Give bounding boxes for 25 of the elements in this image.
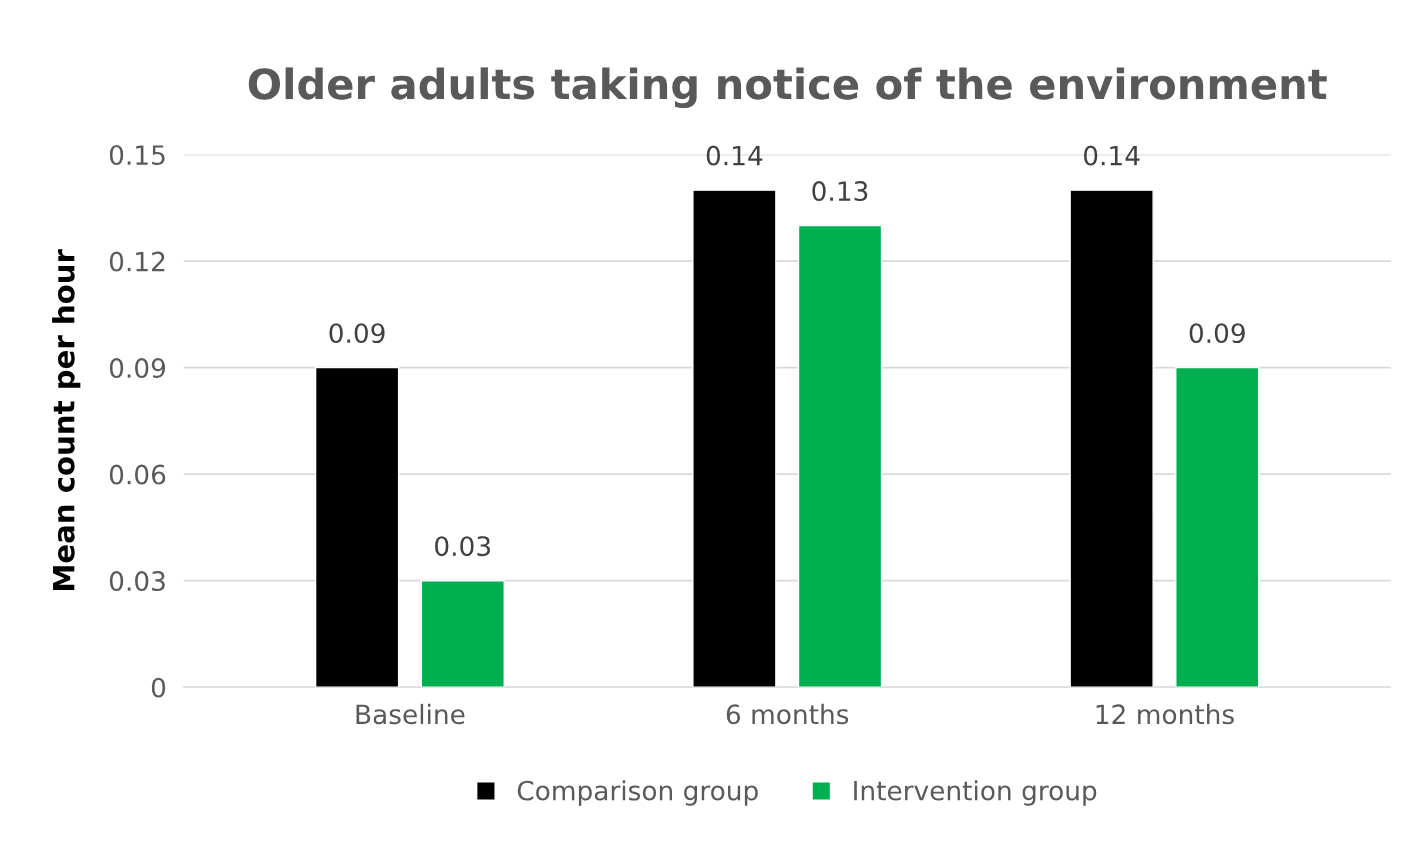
x-tick-label: 12 months xyxy=(1096,703,1234,725)
bar xyxy=(420,579,505,688)
bar xyxy=(314,366,400,688)
data-label: 0.03 xyxy=(435,536,490,557)
data-label: 0.14 xyxy=(1084,145,1140,166)
bar xyxy=(797,224,883,688)
legend-label: Comparison group xyxy=(517,780,758,806)
bar xyxy=(1175,366,1260,688)
bar xyxy=(1069,189,1154,688)
y-tick-label: 0.12 xyxy=(109,251,165,272)
x-tick-label: 6 months xyxy=(726,703,849,725)
y-tick-label: 0.03 xyxy=(109,571,165,592)
data-label: 0.09 xyxy=(329,323,385,344)
y-tick-label: 0 xyxy=(151,677,166,698)
bar xyxy=(692,189,777,688)
y-tick-label: 0.09 xyxy=(109,358,166,379)
y-tick-label: 0.06 xyxy=(109,464,166,485)
x-tick-label: Baseline xyxy=(356,703,465,725)
data-label: 0.14 xyxy=(706,145,763,166)
data-label: 0.13 xyxy=(812,181,868,202)
legend-label: Intervention group xyxy=(854,780,1097,806)
y-axis-title: Mean count per hour xyxy=(52,249,81,590)
y-tick-label: 0.15 xyxy=(109,145,165,166)
data-label: 0.09 xyxy=(1189,323,1245,344)
chart-title: Older adults taking notice of the environment xyxy=(248,67,1327,109)
